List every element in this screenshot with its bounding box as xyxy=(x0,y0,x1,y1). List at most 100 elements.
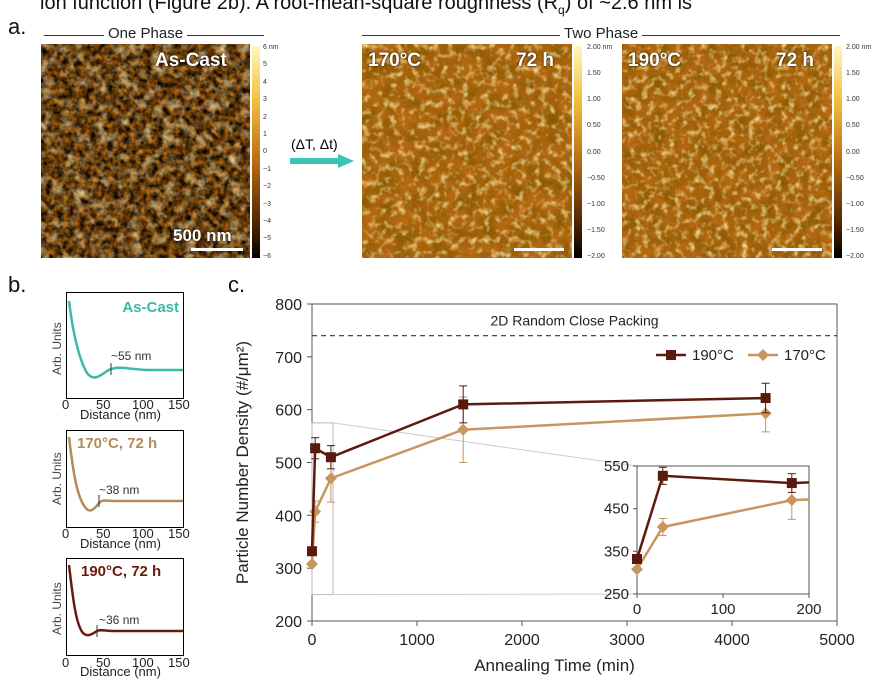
afm-texture xyxy=(41,44,250,258)
x-tick-label: 3000 xyxy=(609,632,645,649)
one-phase-label: One Phase xyxy=(104,25,188,42)
afm-image-as-cast: As-Cast 500 nm xyxy=(41,44,250,258)
cb-tick: −1 xyxy=(263,165,271,173)
acf-title: 170°C, 72 h xyxy=(77,435,158,452)
acf-plot-190c: 190°C, 72 h ~36 nm xyxy=(66,558,184,656)
cb-tick: −1.50 xyxy=(587,226,605,234)
cb-tick: 2.00 nm xyxy=(846,44,872,51)
panel-b-label: b. xyxy=(8,272,27,297)
y-tick-label: 500 xyxy=(275,456,302,473)
transition-label: (ΔT, Δt) xyxy=(291,136,338,152)
inset-x-tick-label: 0 xyxy=(633,601,641,618)
acf-plot-170c: 170°C, 72 h ~38 nm xyxy=(66,430,184,528)
cb-tick: −4 xyxy=(263,218,271,226)
panel-c-label: c. xyxy=(228,272,246,297)
legend-label: 190°C xyxy=(692,347,734,364)
scale-bar xyxy=(514,248,564,251)
colorbar-ticks-170c: 2.00 nm 1.50 1.00 0.50 0.00 −0.50 −1.00 … xyxy=(587,44,617,260)
legend-label: 170°C xyxy=(784,347,826,364)
data-point xyxy=(760,393,771,404)
acf-xticks: 0 50 100 150 xyxy=(60,655,200,671)
acf-ylabel: Arb. Units xyxy=(50,322,64,375)
inset-guide-line xyxy=(332,593,638,596)
x-axis-label: Annealing Time (min) xyxy=(474,656,635,675)
acf-curve xyxy=(67,300,183,379)
panel-a-label: a. xyxy=(8,14,27,39)
inset-y-tick-label: 550 xyxy=(604,458,629,475)
legend-marker xyxy=(666,350,676,360)
inset-data-point xyxy=(786,478,797,489)
acf-annotation: ~36 nm xyxy=(99,613,140,627)
tick: 50 xyxy=(96,526,111,541)
cb-tick: 0.50 xyxy=(846,122,860,130)
tick: 100 xyxy=(132,526,154,541)
data-point xyxy=(325,452,336,463)
cb-tick: 1.00 xyxy=(846,96,860,104)
tick: 100 xyxy=(132,655,154,670)
y-tick-label: 800 xyxy=(275,297,302,314)
acf-annotation: ~38 nm xyxy=(99,483,140,497)
acf-xticks: 0 50 100 150 xyxy=(60,526,200,542)
cb-tick: 1.50 xyxy=(846,70,860,78)
acf-xticks: 0 50 100 150 xyxy=(60,397,200,413)
y-tick-label: 200 xyxy=(275,614,302,631)
cb-tick: −1.50 xyxy=(846,226,864,234)
afm-label-temp: 190°C xyxy=(628,50,682,71)
y-tick-label: 400 xyxy=(275,508,302,525)
x-tick-label: 0 xyxy=(308,632,317,649)
tick: 150 xyxy=(168,655,190,670)
tick: 0 xyxy=(62,526,70,541)
cb-tick: −1.00 xyxy=(846,200,864,208)
cb-tick: −3 xyxy=(263,200,271,208)
y-tick-label: 300 xyxy=(275,561,302,578)
cb-tick: 1 xyxy=(263,131,267,139)
data-point xyxy=(306,557,318,570)
acf-curve xyxy=(67,564,183,637)
acf-title: 190°C, 72 h xyxy=(81,563,162,580)
cb-tick: −2.00 xyxy=(846,253,864,260)
cb-tick: 1.50 xyxy=(587,70,601,78)
inset-guide-line xyxy=(332,422,638,467)
reference-line-label: 2D Random Close Packing xyxy=(490,313,658,329)
cb-tick: −1.00 xyxy=(587,200,605,208)
cb-tick: −6 xyxy=(263,252,271,260)
cb-tick: −5 xyxy=(263,235,271,243)
colorbar-170c xyxy=(574,46,582,258)
inset-data-point xyxy=(631,563,643,576)
tick: 50 xyxy=(96,397,111,412)
acf-xlabel: Distance (nm) xyxy=(80,536,161,551)
inset-data-point xyxy=(785,494,798,507)
caption-text: ion function (Figure 2b). A root-mean-sq… xyxy=(40,0,693,17)
cb-tick: 0 xyxy=(263,148,267,156)
tick: 0 xyxy=(62,655,70,670)
acf-curve xyxy=(67,436,183,512)
cb-tick: −0.50 xyxy=(587,174,605,182)
inset-y-tick-label: 450 xyxy=(604,501,629,518)
data-point xyxy=(309,505,322,518)
cb-tick: 4 xyxy=(263,78,267,86)
acf-title: As-Cast xyxy=(122,299,179,316)
inset-data-point xyxy=(656,521,669,534)
cb-tick: 2 xyxy=(263,113,267,121)
inset-region-box xyxy=(311,422,334,596)
legend-marker xyxy=(757,349,769,361)
cb-tick: 0.00 xyxy=(846,148,860,156)
inset-x-tick-label: 100 xyxy=(710,601,735,618)
cb-tick: −0.50 xyxy=(846,174,864,182)
cb-tick: 2.00 nm xyxy=(587,44,613,51)
cb-tick: −2.00 xyxy=(587,253,605,260)
acf-xlabel: Distance (nm) xyxy=(80,407,161,422)
scale-bar xyxy=(191,248,243,251)
afm-label-temp: 170°C xyxy=(368,50,422,71)
data-point xyxy=(310,443,321,454)
acf-plot-as-cast: As-Cast ~55 nm xyxy=(66,292,184,399)
cb-tick: 0.00 xyxy=(587,148,601,156)
cb-tick: 0.50 xyxy=(587,122,601,130)
x-tick-label: 5000 xyxy=(819,632,855,649)
cb-tick: 1.00 xyxy=(587,96,601,104)
data-point xyxy=(759,407,772,420)
inset-y-tick-label: 250 xyxy=(604,586,629,603)
inset-data-point xyxy=(632,554,642,565)
inset-y-tick-label: 350 xyxy=(604,543,629,560)
